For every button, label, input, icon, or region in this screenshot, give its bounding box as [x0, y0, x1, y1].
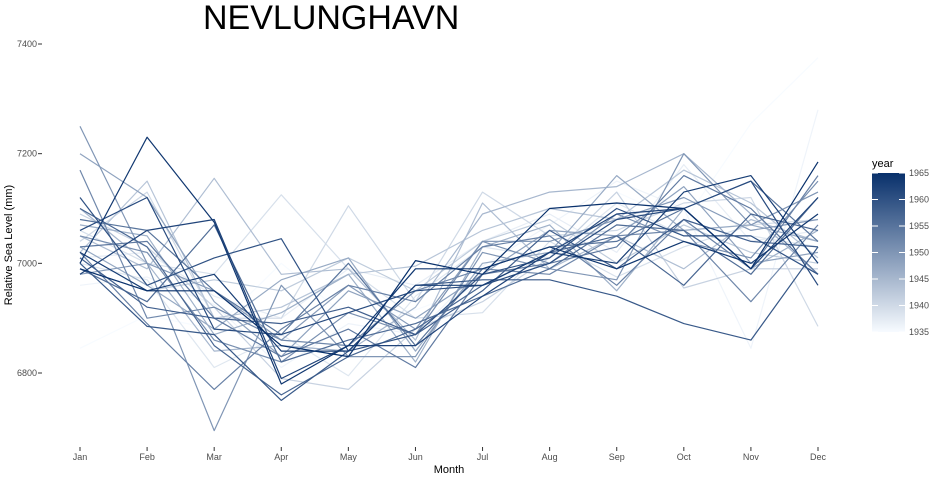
- x-tick-label: Jan: [73, 452, 88, 462]
- series-line-1956: [79, 197, 819, 363]
- x-tick-label: Apr: [274, 452, 288, 462]
- series-line-1943: [79, 169, 819, 319]
- series-line-1964: [79, 136, 819, 385]
- legend-tick-label: 1965: [909, 168, 929, 178]
- legend-tick-label: 1955: [909, 221, 929, 231]
- series-line-1935: [79, 57, 819, 349]
- y-tick-label: 7000: [17, 258, 37, 268]
- series-line-1958: [79, 218, 819, 336]
- y-axis: 6800 7000 7200 7400: [17, 39, 42, 378]
- chart-title: NEVLUNGHAVN: [203, 0, 459, 37]
- y-tick-label: 6800: [17, 368, 37, 378]
- series-line-1952: [79, 169, 819, 347]
- legend-tick-label: 1960: [909, 195, 929, 205]
- series-line-1945: [79, 153, 819, 352]
- legend-tick-label: 1940: [909, 301, 929, 311]
- x-tick-label: Mar: [206, 452, 222, 462]
- x-axis-title: Month: [434, 464, 465, 476]
- series-line-1965: [79, 161, 819, 358]
- plot-area: [79, 57, 819, 432]
- legend-tick-label: 1935: [909, 327, 929, 337]
- x-axis: Jan Feb Mar Apr May Jun Jul Aug Sep Oct Nov Dec: [73, 447, 827, 462]
- series-line-1944: [79, 177, 819, 341]
- legend-tick-label: 1945: [909, 274, 929, 284]
- x-tick-label: Feb: [139, 452, 155, 462]
- series-line-1941: [79, 191, 818, 390]
- legend: year 1935 1940 1945 1950 1955 1960 1965: [872, 158, 929, 337]
- x-tick-label: Nov: [743, 452, 760, 462]
- series-line-1960: [79, 197, 819, 352]
- x-tick-label: Jun: [408, 452, 423, 462]
- legend-title: year: [872, 158, 894, 170]
- series-line-1961: [79, 180, 819, 336]
- legend-ticks: 1935 1940 1945 1950 1955 1960 1965: [872, 168, 929, 337]
- y-axis-title: Relative Sea Level (mm): [3, 185, 15, 305]
- series-line-1959: [79, 246, 819, 401]
- series-line-1936: [79, 109, 819, 369]
- x-tick-label: Oct: [677, 452, 692, 462]
- x-tick-label: Sep: [609, 452, 625, 462]
- y-tick-label: 7200: [17, 149, 37, 159]
- legend-tick-label: 1950: [909, 248, 929, 258]
- series-line-1937: [79, 164, 819, 319]
- series-line-1957: [79, 207, 819, 396]
- x-tick-label: Jul: [477, 452, 489, 462]
- series-line-1953: [79, 175, 819, 390]
- x-tick-label: Dec: [810, 452, 827, 462]
- series-line-1950: [79, 126, 819, 432]
- x-tick-label: Aug: [542, 452, 558, 462]
- y-tick-label: 7400: [17, 39, 37, 49]
- series-line-1948: [79, 153, 819, 358]
- x-tick-label: May: [340, 452, 358, 462]
- series-line-1963: [79, 175, 819, 352]
